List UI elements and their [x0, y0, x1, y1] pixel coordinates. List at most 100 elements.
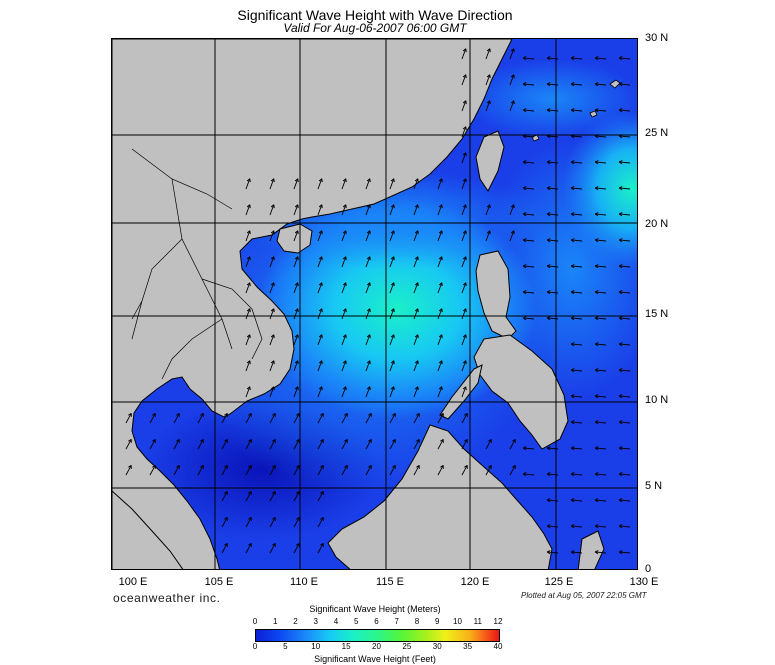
wave-arrow — [245, 308, 251, 320]
wave-arrow — [269, 386, 275, 398]
wave-arrow — [619, 187, 631, 190]
wave-arrow — [245, 334, 251, 346]
wave-arrow — [341, 256, 347, 268]
wave-arrow — [461, 439, 468, 450]
wave-arrow-head — [342, 256, 347, 261]
wave-arrow-head — [224, 516, 228, 521]
wave-arrow-head — [618, 108, 623, 113]
wave-arrow-head — [366, 230, 371, 235]
wave-arrow-head — [200, 412, 204, 417]
wave-arrow-head — [248, 438, 252, 443]
wave-arrow-head — [224, 438, 228, 443]
wave-arrow — [317, 491, 324, 502]
wave-arrow-head — [270, 178, 275, 183]
wave-arrow — [437, 413, 444, 424]
wave-arrow — [389, 282, 395, 294]
wave-arrow — [571, 343, 583, 346]
wave-arrow-head — [618, 394, 623, 399]
wave-arrow-head — [462, 126, 467, 131]
wave-arrow-head — [272, 412, 276, 417]
wave-arrow-head — [618, 446, 623, 451]
wave-arrow-head — [594, 212, 599, 217]
wave-arrow-head — [294, 282, 299, 287]
wave-arrow-head — [342, 178, 347, 183]
wave-arrow — [269, 308, 275, 320]
wave-arrow — [437, 308, 443, 320]
wave-arrow — [293, 178, 299, 190]
wave-arrow — [293, 334, 299, 346]
wave-arrow-head — [546, 160, 551, 165]
wave-arrow-head — [246, 386, 251, 391]
wave-arrow — [389, 334, 395, 346]
wave-arrow — [485, 204, 491, 216]
wave-arrow-head — [246, 308, 251, 313]
wave-arrow — [547, 109, 559, 112]
wave-arrow — [125, 465, 132, 476]
wave-arrow — [197, 465, 204, 476]
wave-arrow — [293, 413, 300, 424]
wave-arrow-head — [296, 412, 300, 417]
wave-arrow — [341, 282, 347, 294]
wave-arrow-head — [570, 394, 575, 399]
wave-arrow-head — [294, 386, 299, 391]
wave-arrow — [437, 386, 443, 398]
wave-arrow — [509, 204, 515, 216]
wave-arrow-head — [522, 56, 527, 61]
wave-arrow — [571, 187, 583, 190]
wave-arrow — [619, 265, 631, 268]
wave-arrow-head — [462, 308, 467, 313]
wave-arrow — [619, 421, 631, 424]
wave-arrow — [523, 135, 535, 138]
wave-arrow-head — [342, 282, 347, 287]
plotted-timestamp: Plotted at Aug 05, 2007 22:05 GMT — [521, 591, 647, 600]
wave-arrow — [437, 360, 443, 372]
wave-arrow-head — [488, 438, 492, 443]
wave-arrow — [413, 230, 419, 242]
wave-arrow — [619, 447, 631, 450]
wave-arrow-head — [416, 464, 420, 469]
wave-arrow-head — [438, 178, 443, 183]
lat-label: 30 N — [645, 32, 669, 44]
philippines-south — [473, 334, 569, 450]
wave-arrow-head — [390, 178, 395, 183]
wave-arrow-head — [414, 256, 419, 261]
wave-arrow — [619, 499, 631, 502]
wave-arrow-head — [248, 412, 252, 417]
wave-arrow-head — [618, 82, 623, 87]
wave-arrow-head — [618, 472, 623, 477]
wave-arrow — [571, 421, 583, 424]
wave-arrow — [317, 517, 324, 528]
wave-arrow-head — [270, 360, 275, 365]
lat-label: 10 N — [645, 394, 669, 406]
wave-arrow-head — [152, 464, 156, 469]
wave-arrow — [547, 187, 559, 190]
wave-arrow — [461, 152, 467, 164]
wave-arrow-head — [176, 464, 180, 469]
wave-arrow-head — [248, 542, 252, 547]
wave-arrow-head — [128, 438, 132, 443]
wave-arrow-head — [618, 550, 623, 555]
lat-label: 25 N — [645, 127, 669, 139]
wave-arrow-head — [368, 438, 372, 443]
wave-arrow-head — [272, 490, 276, 495]
wave-arrow-head — [390, 256, 395, 261]
wave-arrow — [619, 525, 631, 528]
wave-arrow — [547, 83, 559, 86]
legend-meter-tick: 3 — [313, 617, 318, 626]
wave-arrow — [245, 517, 252, 528]
wave-arrow — [389, 413, 396, 424]
wave-arrow — [149, 439, 156, 450]
legend-feet-tick: 35 — [463, 642, 473, 651]
wave-arrow-head — [392, 464, 396, 469]
wave-arrow-head — [318, 178, 323, 183]
wave-arrow — [413, 256, 419, 268]
wave-arrow — [619, 343, 631, 346]
legend-meter-tick: 6 — [374, 617, 379, 626]
wave-arrow — [293, 230, 299, 242]
wave-arrow — [293, 360, 299, 372]
wave-arrow-head — [294, 204, 299, 209]
wave-arrow-head — [546, 212, 551, 217]
wave-arrow — [317, 308, 323, 320]
wave-arrow — [595, 187, 607, 190]
wave-arrow-head — [200, 438, 204, 443]
